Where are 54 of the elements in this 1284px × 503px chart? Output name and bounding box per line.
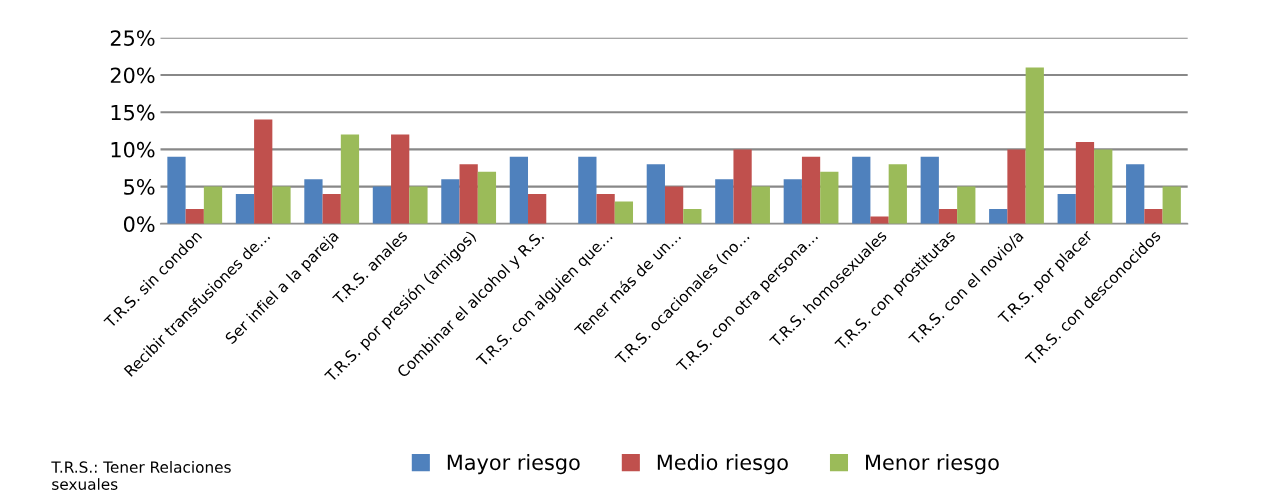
legend-label: Mayor riesgo xyxy=(447,454,580,475)
y-tick-label: 15% xyxy=(111,104,155,121)
bar xyxy=(664,186,684,224)
bar xyxy=(391,134,410,224)
bar xyxy=(1007,149,1026,224)
bar xyxy=(235,194,255,224)
bar xyxy=(733,149,752,224)
bar xyxy=(322,194,341,224)
bar xyxy=(751,186,770,224)
bar xyxy=(185,208,204,224)
bar xyxy=(820,171,839,224)
bar xyxy=(920,156,939,224)
y-tick-label: 10% xyxy=(111,141,155,158)
bar xyxy=(938,208,958,224)
legend-label: Menor riesgo xyxy=(866,454,999,475)
text: T.R.S.: Tener Relaciones sexuales xyxy=(51,461,231,490)
bar xyxy=(596,194,615,224)
bar xyxy=(1162,186,1181,224)
bar xyxy=(340,134,360,224)
bar xyxy=(441,179,460,224)
bar xyxy=(888,164,907,224)
bar xyxy=(783,179,802,224)
bar xyxy=(715,179,734,224)
bar xyxy=(167,156,186,224)
bar xyxy=(1126,164,1145,224)
legend-label: Medio riesgo xyxy=(657,454,788,475)
bar xyxy=(304,179,323,224)
bar xyxy=(1094,149,1113,224)
bar xyxy=(614,201,634,224)
bar xyxy=(203,186,223,224)
bar xyxy=(957,186,976,224)
y-tick-label: 5% xyxy=(124,179,155,195)
bar xyxy=(1057,194,1076,224)
bar xyxy=(372,186,392,224)
bar xyxy=(459,164,478,224)
bar xyxy=(646,164,665,224)
bar xyxy=(683,208,702,224)
bar xyxy=(801,156,821,224)
bar xyxy=(852,156,871,224)
bar xyxy=(1025,67,1044,224)
bar xyxy=(1075,141,1095,224)
bar xyxy=(989,208,1008,224)
bar xyxy=(272,186,291,224)
bar xyxy=(578,156,597,224)
bar xyxy=(1144,208,1163,224)
bar xyxy=(254,119,273,224)
bar xyxy=(509,156,529,224)
y-tick-label: 25% xyxy=(110,30,155,46)
y-tick-label: 0% xyxy=(123,216,155,233)
y-tick-label: 20% xyxy=(110,67,155,84)
bar xyxy=(528,194,547,224)
bar xyxy=(870,216,889,224)
bar xyxy=(409,186,428,224)
bar xyxy=(477,171,497,224)
